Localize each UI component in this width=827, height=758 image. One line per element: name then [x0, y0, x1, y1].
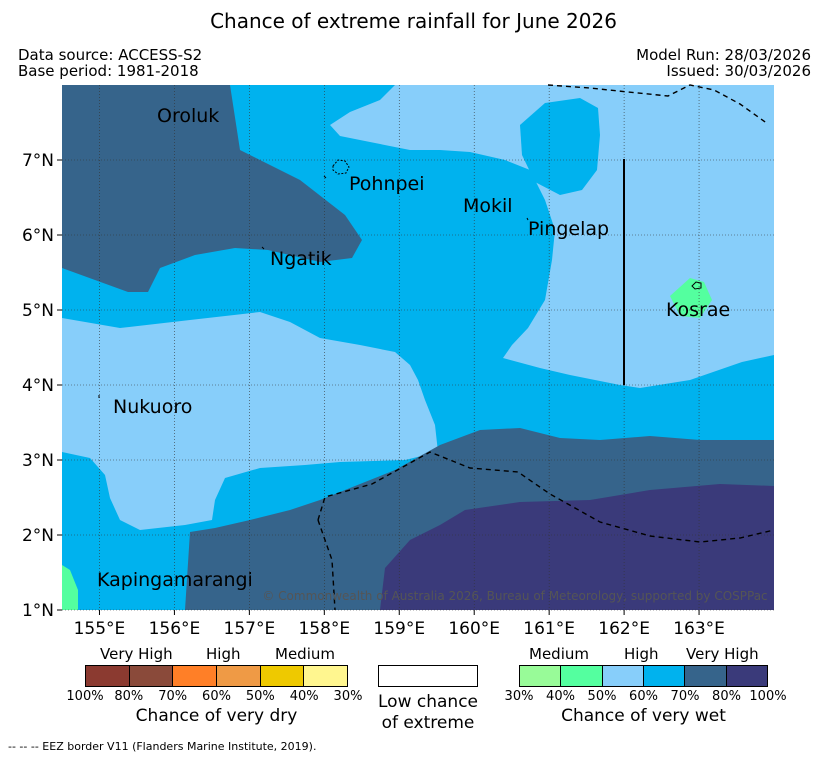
ant-atoll-icon — [323, 175, 327, 179]
x-tick-label: 158°E — [298, 619, 350, 639]
eez-south — [317, 451, 775, 543]
zone-extreme-wet-south — [380, 484, 774, 610]
low-chance-swatch — [378, 665, 478, 687]
y-tick-label: 1°N — [22, 601, 54, 621]
zone-medium-wet-east — [330, 85, 774, 388]
x-tick-label: 155°E — [74, 619, 126, 639]
base-period: Base period: 1981-2018 — [18, 62, 199, 80]
dry-tick-label: 50% — [245, 689, 275, 704]
wet-tick-label: 100% — [749, 689, 787, 704]
y-tick-label: 7°N — [22, 151, 54, 171]
dry-swatch — [304, 666, 348, 686]
map-title: Chance of extreme rainfall for June 2026 — [210, 9, 617, 33]
wet-swatch — [643, 666, 686, 686]
wet-tick-label: 50% — [587, 689, 617, 704]
wet-swatch — [726, 666, 767, 686]
wet-swatch — [602, 666, 644, 686]
dry-colorbar — [85, 665, 348, 687]
dry-colorbar-ticks: 100% 80% 70% 60% 50% 40% 30% — [66, 689, 362, 705]
dry-heading-medium: Medium — [275, 645, 335, 663]
dry-tick-label: 70% — [158, 689, 188, 704]
wet-caption: Chance of very wet — [561, 706, 726, 726]
label-pingelap: Pingelap — [528, 218, 609, 240]
eez-south-west — [317, 519, 336, 611]
zone-medium-wet-sw — [62, 565, 78, 610]
dry-swatch — [129, 666, 174, 686]
dry-swatch — [260, 666, 305, 686]
y-tick-label: 4°N — [22, 376, 54, 396]
dry-heading-high: High — [206, 645, 241, 663]
axes: 155°E 156°E 157°E 158°E 159°E 160°E 161°E 162°E… — [22, 151, 725, 639]
wet-tick-label: 30% — [504, 689, 534, 704]
model-run: Model Run: 28/03/2026 — [636, 46, 811, 64]
label-kapingamarangi: Kapingamarangi — [97, 569, 253, 591]
wet-tick-label: 40% — [546, 689, 575, 704]
dry-tick-label: 30% — [333, 689, 363, 704]
copyright-note: © Commonwealth of Australia 2026, Bureau… — [262, 589, 767, 603]
dry-colorbar-frame — [85, 665, 348, 687]
zone-medium-wet-west — [62, 312, 438, 530]
wet-swatch — [561, 666, 603, 686]
label-oroluk: Oroluk — [157, 105, 219, 127]
dry-caption: Chance of very dry — [135, 706, 298, 726]
label-pohnpei: Pohnpei — [349, 173, 425, 195]
dry-swatch — [86, 666, 130, 686]
eez-border — [317, 84, 775, 611]
x-tick-label: 161°E — [523, 619, 575, 639]
wet-swatch — [685, 666, 727, 686]
label-kosrae: Kosrae — [666, 299, 730, 321]
wet-colorbar — [519, 665, 768, 687]
wet-heading-high: High — [624, 645, 659, 663]
mokil-atoll-icon — [526, 217, 529, 221]
zone-high-wet-inlet — [520, 98, 600, 195]
wet-tick-label: 80% — [712, 689, 741, 704]
x-tick-label: 160°E — [448, 619, 500, 639]
x-tick-label: 156°E — [149, 619, 201, 639]
wet-heading-medium: Medium — [529, 645, 589, 663]
issued-date: Issued: 30/03/2026 — [666, 62, 811, 80]
x-tick-label: 157°E — [224, 619, 276, 639]
label-ngatik: Ngatik — [270, 248, 332, 270]
ngatik-atoll-icon — [261, 246, 265, 250]
eez-footnote: -- -- -- EEZ border V11 (Flanders Marine… — [8, 740, 317, 753]
dry-tick-label: 80% — [114, 689, 144, 704]
x-tick-label: 162°E — [598, 619, 650, 639]
wet-swatch — [520, 666, 562, 686]
wet-tick-label: 60% — [629, 689, 658, 704]
wet-tick-label: 70% — [670, 689, 700, 704]
low-chance-line2: of extreme — [381, 713, 475, 733]
x-tick-label: 163°E — [673, 619, 725, 639]
eez-north — [547, 84, 769, 125]
dry-swatch — [173, 666, 218, 686]
dry-tick-label: 100% — [66, 689, 104, 704]
data-source: Data source: ACCESS-S2 — [18, 46, 203, 64]
kosrae-island-icon — [691, 281, 702, 290]
label-nukuoro: Nukuoro — [113, 396, 192, 418]
wet-heading-very-high: Very High — [686, 645, 759, 663]
probability-fill — [62, 85, 774, 610]
dry-heading-very-high: Very High — [100, 645, 173, 663]
islands — [98, 159, 702, 398]
y-tick-label: 5°N — [22, 301, 54, 321]
x-tick-label: 159°E — [373, 619, 425, 639]
wet-colorbar-ticks: 30% 40% 50% 60% 70% 80% 100% — [505, 689, 787, 705]
pohnpei-island-icon — [332, 159, 350, 175]
dry-tick-label: 40% — [289, 689, 319, 704]
zone-very-high-wet-north — [62, 85, 362, 292]
low-chance-line1: Low chance — [378, 692, 478, 712]
place-labels: Oroluk Pohnpei Mokil Pingelap Ngatik Kos… — [97, 105, 730, 591]
y-tick-label: 6°N — [22, 226, 54, 246]
y-tick-label: 3°N — [22, 451, 54, 471]
label-mokil: Mokil — [463, 195, 513, 217]
y-tick-label: 2°N — [22, 526, 54, 546]
wet-colorbar-frame — [519, 665, 768, 687]
dry-tick-label: 60% — [202, 689, 231, 704]
dry-swatch — [217, 666, 261, 686]
